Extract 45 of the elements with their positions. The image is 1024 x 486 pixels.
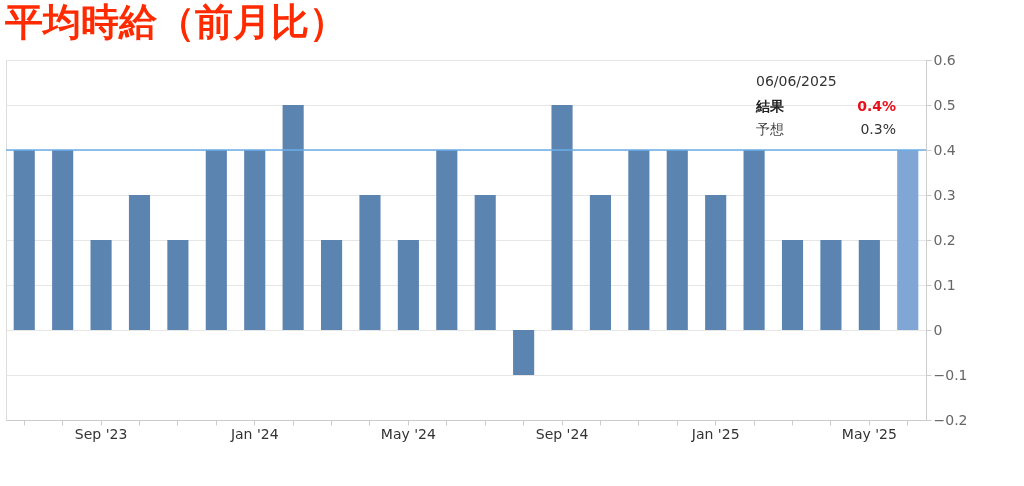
bar bbox=[551, 105, 573, 330]
y-tick-label: 0.6 bbox=[933, 51, 956, 68]
x-tick-label: May '25 bbox=[841, 425, 897, 442]
bar bbox=[359, 195, 381, 330]
y-tick-label: 0 bbox=[933, 321, 943, 338]
bar bbox=[320, 240, 343, 330]
y-tick-label: 0.4 bbox=[933, 141, 956, 158]
bar bbox=[282, 105, 304, 330]
y-tick-label: 0.3 bbox=[933, 186, 956, 203]
y-tick-label: −0.2 bbox=[933, 411, 968, 428]
bar bbox=[244, 150, 266, 330]
bar bbox=[397, 240, 419, 330]
bar bbox=[513, 330, 535, 375]
x-tick-label: Sep '23 bbox=[74, 425, 128, 442]
bar bbox=[628, 150, 650, 330]
bar bbox=[90, 240, 112, 330]
bar bbox=[52, 150, 74, 330]
bar bbox=[167, 240, 189, 330]
x-tick-label: May '24 bbox=[380, 425, 436, 442]
x-tick-label: Sep '24 bbox=[535, 425, 589, 442]
annotation: 06/06/2025 bbox=[756, 73, 837, 89]
bar bbox=[205, 150, 227, 330]
bar bbox=[436, 150, 458, 330]
y-tick-label: 0.2 bbox=[933, 231, 956, 248]
bar bbox=[743, 150, 765, 330]
bar bbox=[897, 150, 919, 330]
annotation: 結果 bbox=[755, 98, 785, 114]
bar bbox=[13, 150, 35, 330]
bar bbox=[474, 195, 496, 330]
annotation: 0.4% bbox=[857, 98, 896, 114]
bar bbox=[666, 150, 688, 330]
bar bbox=[705, 195, 727, 330]
annotation: 予想 bbox=[756, 121, 784, 137]
bar bbox=[128, 195, 151, 330]
bar bbox=[820, 240, 842, 330]
chart-title: 平均時給（前月比） bbox=[5, 0, 348, 44]
bar bbox=[858, 240, 880, 330]
bar bbox=[589, 195, 612, 330]
y-tick-label: 0.5 bbox=[933, 96, 956, 113]
annotation: 0.3% bbox=[860, 121, 896, 137]
bar bbox=[781, 240, 804, 330]
y-tick-label: −0.1 bbox=[933, 366, 968, 383]
x-tick-label: Jan '25 bbox=[690, 425, 740, 442]
x-tick-label: Jan '24 bbox=[229, 425, 279, 442]
y-tick-label: 0.1 bbox=[933, 276, 956, 293]
